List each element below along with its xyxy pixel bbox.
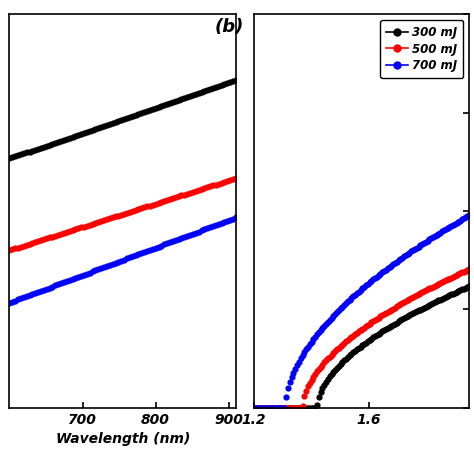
Text: (b): (b) xyxy=(215,18,244,36)
X-axis label: Wavelength (nm): Wavelength (nm) xyxy=(55,432,190,446)
Legend: 300 mJ, 500 mJ, 700 mJ: 300 mJ, 500 mJ, 700 mJ xyxy=(381,20,464,78)
